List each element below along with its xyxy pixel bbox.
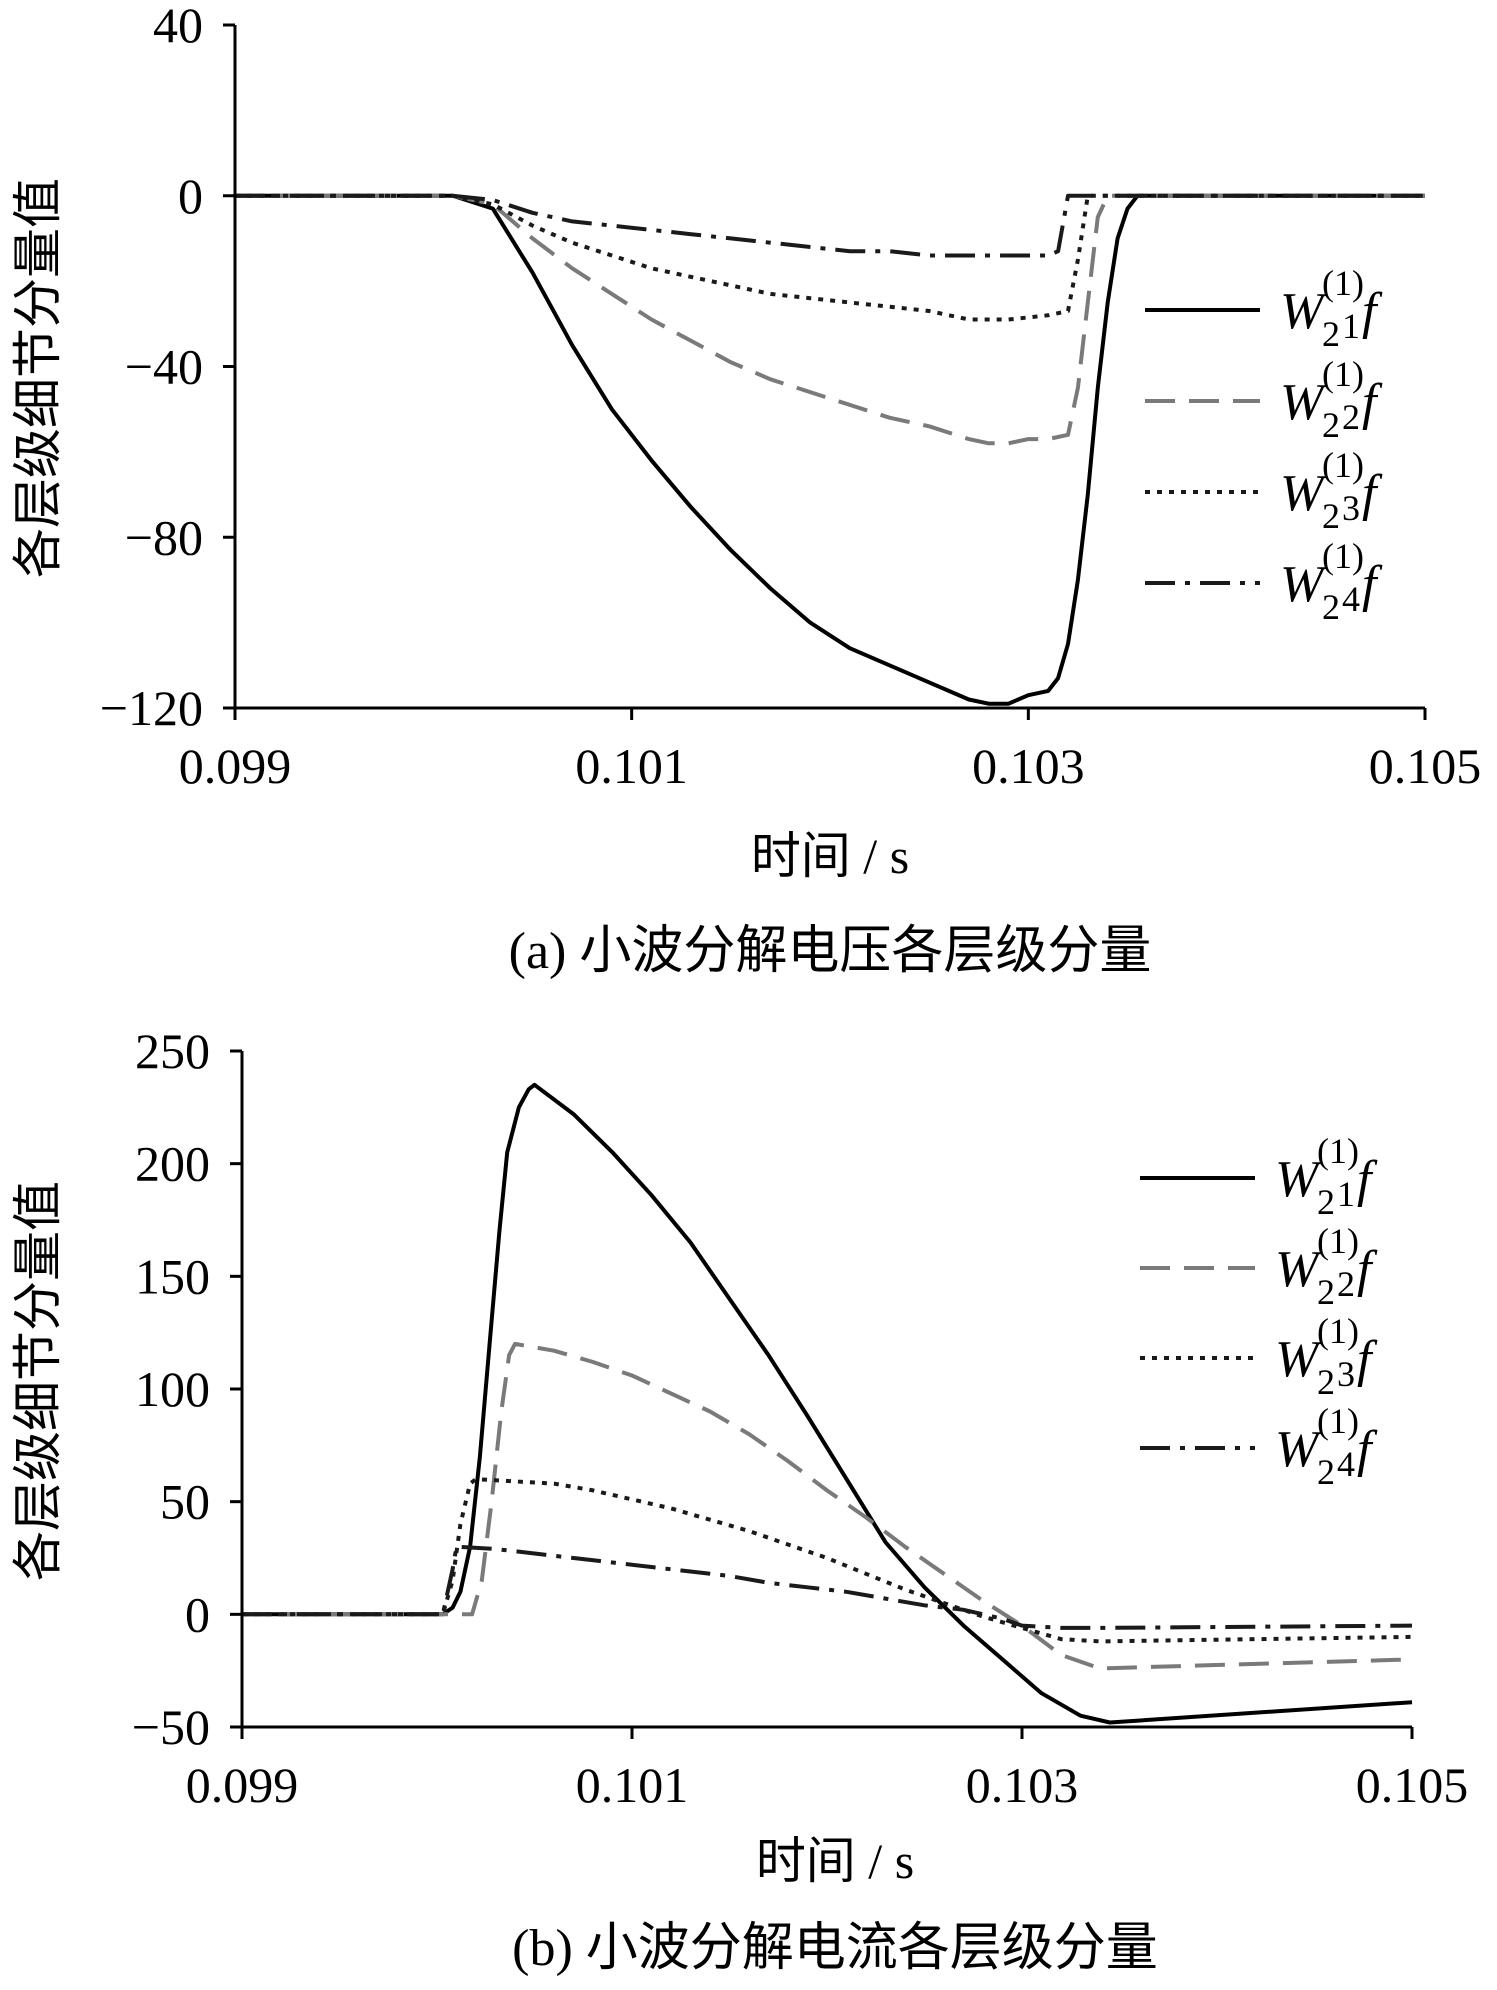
series-line-3 <box>242 1477 1413 1644</box>
y-axis-title: 各层级细节分量值 <box>10 178 66 578</box>
legend-subscript: 2 <box>1322 496 1340 536</box>
y-tick-label: 50 <box>160 1474 210 1530</box>
legend-superscript: (1) <box>1322 263 1364 303</box>
legend-superscript: (1) <box>1317 1131 1359 1171</box>
legend-superscript: (1) <box>1322 354 1364 394</box>
x-tick-label: 0.101 <box>575 738 688 794</box>
legend-function: f <box>1357 1331 1378 1388</box>
legend-subscript: 2 <box>1317 1452 1335 1492</box>
legend-label: W <box>1275 1331 1323 1388</box>
legend-label: W <box>1280 283 1328 340</box>
x-axis-title: 时间 / s <box>756 1833 914 1889</box>
legend-label: W <box>1280 465 1328 522</box>
y-tick-label: −80 <box>125 509 203 565</box>
legend: W2(1)1 fW2(1)2 fW2(1)3 fW2(1)4 f <box>1145 263 1383 627</box>
legend-index: 2 <box>1342 397 1360 437</box>
series-line-4 <box>242 1544 1413 1630</box>
x-tick-label: 0.103 <box>966 1757 1079 1813</box>
legend-index: 4 <box>1342 579 1360 619</box>
legend-function: f <box>1357 1241 1378 1298</box>
axes <box>233 25 1425 710</box>
legend-superscript: (1) <box>1317 1221 1359 1261</box>
legend-subscript: 2 <box>1317 1362 1335 1402</box>
legend-label: W <box>1280 374 1328 431</box>
legend-subscript: 2 <box>1317 1272 1335 1312</box>
chart-caption: (b) 小波分解电流各层级分量 <box>512 1920 1158 1977</box>
legend-function: f <box>1362 465 1383 522</box>
series-line-1 <box>242 1082 1413 1725</box>
y-axis-title: 各层级细节分量值 <box>10 1181 66 1581</box>
y-tick-label: 200 <box>135 1136 210 1192</box>
legend-subscript: 2 <box>1322 405 1340 445</box>
legend-index: 3 <box>1342 488 1360 528</box>
voltage-chart: 0.099 0.101 0.103 0.105 40 0 −40 −80 −120 时间 / s… <box>10 0 1481 980</box>
series-line-2 <box>242 1341 1413 1671</box>
legend-label: W <box>1275 1241 1323 1298</box>
y-tick-label: 0 <box>185 1586 210 1642</box>
chart-caption: (a) 小波分解电压各层级分量 <box>509 923 1152 980</box>
legend-index: 1 <box>1342 306 1360 346</box>
legend-label: W <box>1280 556 1328 613</box>
legend-index: 4 <box>1337 1444 1355 1484</box>
y-tick-label: −40 <box>125 339 203 395</box>
plot-area-lines <box>242 1082 1413 1725</box>
x-tick-label: 0.101 <box>576 1757 689 1813</box>
series-line-3 <box>235 193 1425 322</box>
legend-function: f <box>1362 374 1383 431</box>
x-axis-title: 时间 / s <box>751 828 909 884</box>
legend-subscript: 2 <box>1322 314 1340 354</box>
legend-index: 2 <box>1337 1264 1355 1304</box>
legend-superscript: (1) <box>1322 536 1364 576</box>
current-chart: 0.099 0.101 0.103 0.105 250 200 150 100 50 0 −50 时… <box>10 1023 1468 1977</box>
legend-subscript: 2 <box>1322 587 1340 627</box>
x-tick-label: 0.105 <box>1369 738 1482 794</box>
plot-area-lines <box>235 193 1425 706</box>
legend-subscript: 2 <box>1317 1182 1335 1222</box>
series-line-2 <box>235 193 1425 446</box>
legend-label: W <box>1275 1421 1323 1478</box>
x-tick-label: 0.103 <box>972 738 1085 794</box>
legend-function: f <box>1357 1151 1378 1208</box>
legend-index: 1 <box>1337 1174 1355 1214</box>
y-tick-label: −120 <box>100 680 203 736</box>
legend-superscript: (1) <box>1317 1401 1359 1441</box>
series-line-4 <box>235 193 1425 258</box>
ticks: 0.099 0.101 0.103 0.105 250 200 150 100 50 0 −50 <box>132 1023 1468 1813</box>
legend-function: f <box>1357 1421 1378 1478</box>
legend-superscript: (1) <box>1317 1311 1359 1351</box>
legend-label: W <box>1275 1151 1323 1208</box>
ticks: 0.099 0.101 0.103 0.105 40 0 −40 −80 −120 <box>100 0 1481 794</box>
legend-function: f <box>1362 283 1383 340</box>
y-tick-label: 150 <box>135 1248 210 1304</box>
y-tick-label: 100 <box>135 1361 210 1417</box>
y-tick-label: 40 <box>153 0 203 53</box>
y-tick-label: −50 <box>132 1699 210 1755</box>
legend: W2(1)1 fW2(1)2 fW2(1)3 fW2(1)4 f <box>1140 1131 1378 1492</box>
legend-index: 3 <box>1337 1354 1355 1394</box>
x-tick-label: 0.099 <box>186 1757 299 1813</box>
y-tick-label: 0 <box>178 168 203 224</box>
legend-function: f <box>1362 556 1383 613</box>
y-tick-label: 250 <box>135 1023 210 1079</box>
x-tick-label: 0.105 <box>1356 1757 1469 1813</box>
x-tick-label: 0.099 <box>179 738 292 794</box>
series-line-1 <box>235 193 1425 706</box>
legend-superscript: (1) <box>1322 445 1364 485</box>
